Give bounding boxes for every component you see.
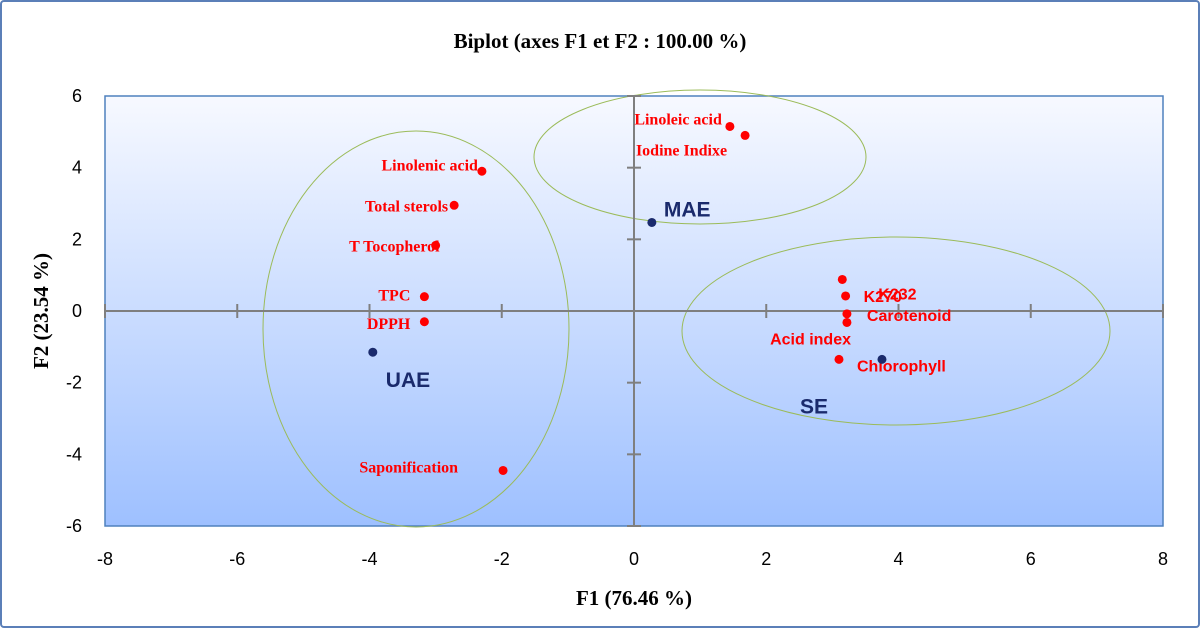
variable-point — [837, 274, 847, 284]
x-tick-label: 8 — [1158, 549, 1168, 569]
variable-label: DPPH — [367, 316, 411, 333]
variable-label: Total sterols — [365, 198, 448, 215]
axes — [104, 95, 1164, 527]
x-tick-label: -8 — [97, 549, 113, 569]
variable-point — [449, 200, 459, 210]
chart-title: Biplot (axes F1 et F2 : 100.00 %) — [454, 29, 747, 53]
y-tick-label: 0 — [72, 301, 82, 321]
variable-label: K232 — [878, 286, 916, 303]
variable-point — [842, 317, 852, 327]
variable-point — [477, 166, 487, 176]
observation-point — [647, 217, 657, 227]
variable-label: Iodine Indixe — [636, 142, 727, 159]
y-tick-label: 4 — [72, 158, 82, 178]
cluster-ellipses — [262, 89, 1111, 528]
x-tick-label: 6 — [1026, 549, 1036, 569]
variable-label: TPC — [378, 288, 410, 305]
observation-label: SE — [800, 395, 828, 418]
variable-label: Linolenic acid — [381, 157, 478, 174]
tick-labels: -8 -6 -4 -2 0 2 4 6 8 6 4 2 0 -2 -4 -6 — [66, 86, 1168, 569]
y-tick-label: -4 — [66, 444, 82, 464]
variable-label: K270 — [864, 289, 902, 306]
y-axis-title: F2 (23.54 %) — [29, 253, 53, 369]
variable-point — [419, 317, 429, 327]
observation-point — [368, 347, 378, 357]
variable-label: Carotenoid — [867, 308, 951, 325]
ellipse-se — [681, 236, 1111, 426]
observation-point — [877, 354, 887, 364]
y-tick-label: -2 — [66, 373, 82, 393]
y-tick-label: 2 — [72, 229, 82, 249]
observation-label: MAE — [664, 198, 711, 221]
variable-point — [842, 309, 852, 319]
x-axis-title: F1 (76.46 %) — [576, 586, 692, 610]
variable-label: T Tocopherol — [349, 238, 440, 255]
variable-point — [498, 465, 508, 475]
variable-point — [834, 354, 844, 364]
variable-label: Chlorophyll — [857, 358, 946, 375]
y-tick-label: -6 — [66, 516, 82, 536]
variable-label: Acid index — [770, 331, 851, 348]
variable-point — [431, 240, 441, 250]
y-tick-label: 6 — [72, 86, 82, 106]
x-tick-label: -6 — [229, 549, 245, 569]
x-tick-label: 4 — [893, 549, 903, 569]
variable-label: Linoleic acid — [634, 111, 722, 128]
x-tick-label: 0 — [629, 549, 639, 569]
ellipse-uae — [262, 130, 570, 528]
variable-point — [841, 291, 851, 301]
observation-points: MAE UAE SE — [368, 198, 887, 418]
observation-label: UAE — [386, 369, 430, 392]
variable-label: Saponification — [359, 459, 458, 476]
variable-point — [419, 292, 429, 302]
x-tick-label: -2 — [494, 549, 510, 569]
variable-point — [725, 121, 735, 131]
x-tick-label: 2 — [761, 549, 771, 569]
x-tick-label: -4 — [361, 549, 377, 569]
variable-point — [740, 130, 750, 140]
ellipse-mae — [533, 89, 867, 225]
